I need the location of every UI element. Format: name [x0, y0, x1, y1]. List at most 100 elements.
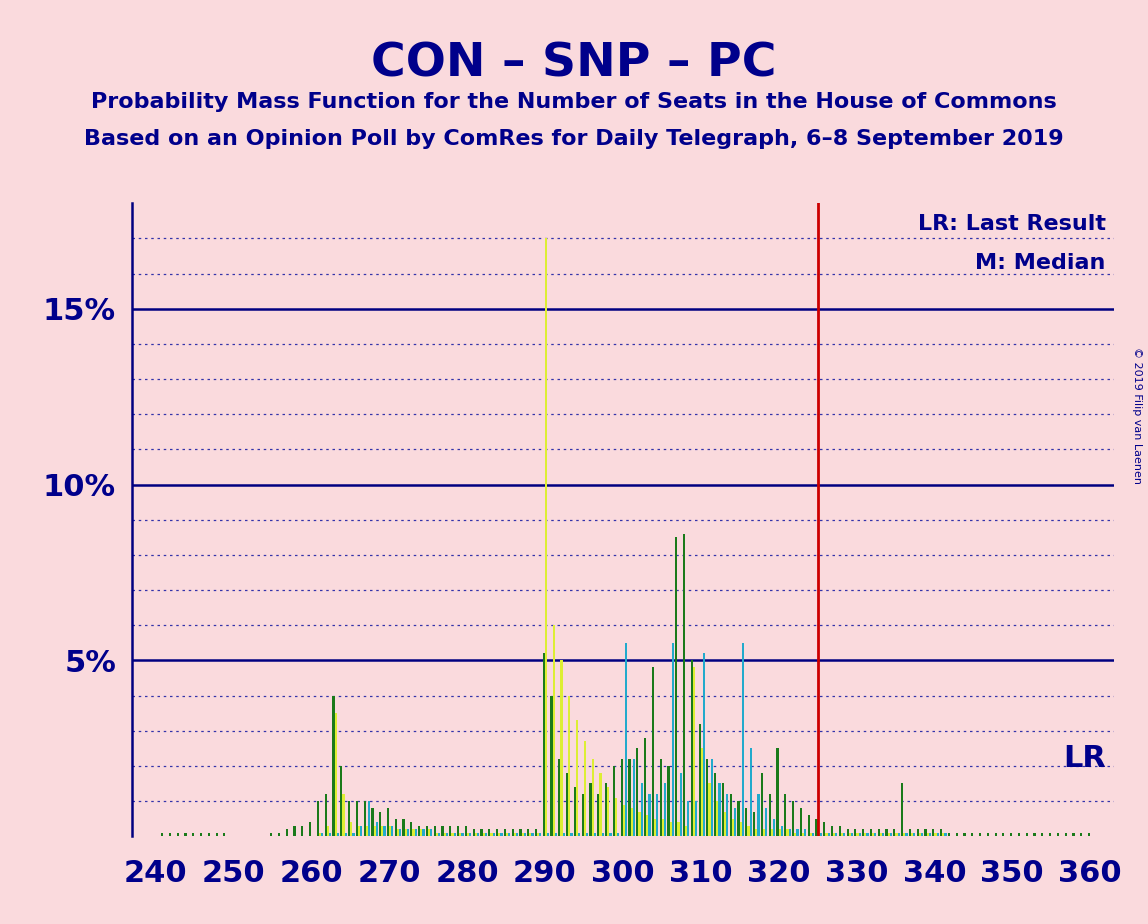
Bar — [379, 811, 381, 836]
Bar — [913, 833, 915, 836]
Bar — [358, 826, 360, 836]
Bar — [987, 833, 988, 836]
Bar — [1088, 833, 1091, 836]
Bar — [781, 826, 783, 836]
Bar — [177, 833, 179, 836]
Bar — [519, 829, 521, 836]
Bar — [794, 833, 797, 836]
Bar — [714, 772, 716, 836]
Bar — [451, 833, 453, 836]
Bar — [582, 794, 584, 836]
Bar — [566, 772, 568, 836]
Bar — [856, 833, 859, 836]
Bar — [356, 801, 358, 836]
Bar — [594, 833, 596, 836]
Bar — [457, 826, 459, 836]
Bar — [906, 833, 908, 836]
Bar — [773, 819, 775, 836]
Bar — [918, 833, 921, 836]
Text: 240: 240 — [124, 859, 187, 888]
Bar — [200, 833, 202, 836]
Bar — [509, 833, 511, 836]
Bar — [955, 833, 957, 836]
Bar — [683, 534, 685, 836]
Bar — [745, 808, 747, 836]
Bar — [585, 833, 588, 836]
Bar — [537, 833, 540, 836]
Bar — [373, 826, 375, 836]
Bar — [480, 829, 482, 836]
Bar — [828, 833, 830, 836]
Bar — [422, 829, 425, 836]
Bar — [414, 829, 417, 836]
Bar — [504, 829, 506, 836]
Bar — [802, 833, 804, 836]
Bar — [224, 833, 225, 836]
Bar — [467, 833, 470, 836]
Bar — [879, 833, 882, 836]
Text: 350: 350 — [980, 859, 1044, 888]
Bar — [404, 829, 406, 836]
Bar — [344, 833, 347, 836]
Bar — [1072, 833, 1075, 836]
Bar — [691, 661, 693, 836]
Bar — [602, 833, 604, 836]
Bar — [848, 833, 851, 836]
Bar — [727, 794, 729, 836]
Bar — [501, 833, 503, 836]
Bar — [484, 833, 487, 836]
Bar — [755, 829, 758, 836]
Bar — [1033, 833, 1035, 836]
Bar — [839, 826, 840, 836]
Bar — [807, 815, 809, 836]
Bar — [661, 819, 664, 836]
Bar — [732, 819, 734, 836]
Bar — [943, 833, 945, 836]
Bar — [703, 653, 705, 836]
Bar — [750, 748, 752, 836]
Bar — [461, 833, 464, 836]
Bar — [695, 801, 697, 836]
Bar — [660, 759, 661, 836]
Bar — [654, 819, 657, 836]
Bar — [885, 829, 887, 836]
Bar — [770, 829, 773, 836]
Text: 260: 260 — [279, 859, 343, 888]
Bar — [843, 833, 845, 836]
Bar — [574, 787, 576, 836]
Bar — [979, 833, 982, 836]
Bar — [934, 833, 937, 836]
Bar — [761, 772, 763, 836]
Bar — [680, 772, 682, 836]
Text: 270: 270 — [357, 859, 421, 888]
Bar — [672, 643, 674, 836]
Bar — [1080, 833, 1083, 836]
Bar — [804, 829, 806, 836]
Bar — [406, 829, 409, 836]
Bar — [395, 819, 397, 836]
Bar — [926, 833, 929, 836]
Bar — [543, 653, 545, 836]
Bar — [591, 759, 594, 836]
Bar — [625, 643, 627, 836]
Bar — [1002, 833, 1004, 836]
Bar — [568, 696, 571, 836]
Bar — [381, 826, 383, 836]
Bar — [937, 833, 939, 836]
Text: © 2019 Filip van Laenen: © 2019 Filip van Laenen — [1132, 347, 1142, 484]
Bar — [649, 794, 651, 836]
Bar — [334, 713, 336, 836]
Bar — [909, 829, 912, 836]
Bar — [769, 794, 770, 836]
Bar — [476, 833, 479, 836]
Bar — [309, 822, 311, 836]
Bar — [352, 833, 355, 836]
Bar — [688, 801, 690, 836]
Bar — [753, 811, 755, 836]
Bar — [389, 826, 391, 836]
Bar — [786, 829, 789, 836]
Bar — [948, 833, 949, 836]
Bar — [763, 829, 766, 836]
Bar — [515, 833, 518, 836]
Bar — [554, 833, 557, 836]
